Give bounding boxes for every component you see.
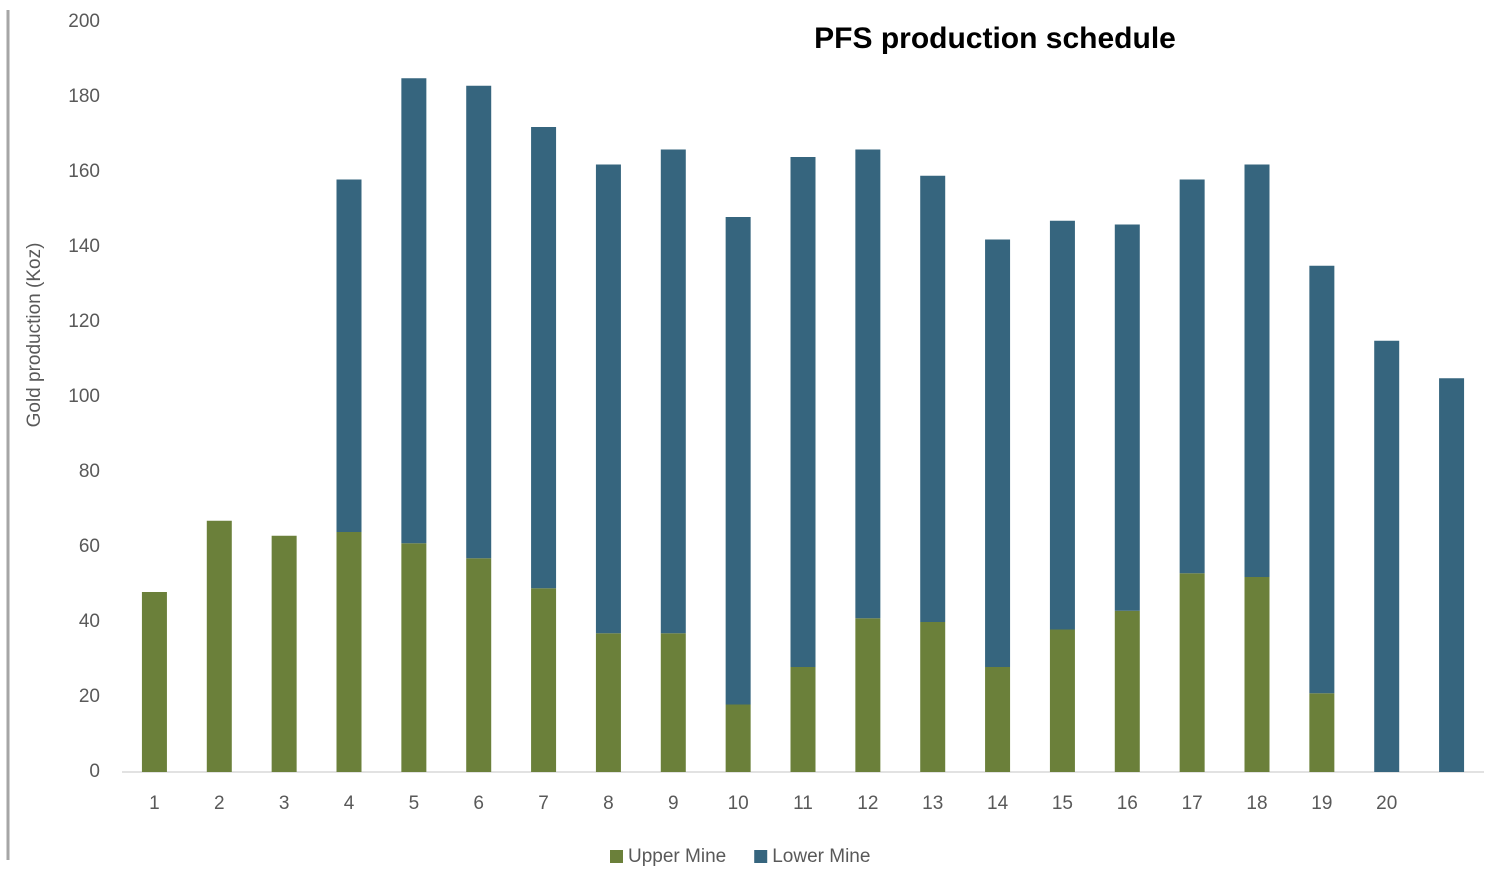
- x-tick-label: 5: [409, 793, 420, 814]
- bar-segment: [531, 588, 557, 772]
- x-tick-label: 17: [1182, 793, 1203, 814]
- bar-segment: [401, 543, 427, 772]
- bar-segment: [920, 622, 946, 772]
- bar-segment: [790, 157, 816, 667]
- bar-segment: [660, 633, 686, 772]
- bar-segment: [595, 164, 621, 634]
- bar-segment: [271, 535, 297, 772]
- bar-segment: [1309, 265, 1335, 694]
- bar-segment: [985, 667, 1011, 772]
- y-tick-label: 20: [79, 686, 100, 707]
- x-tick-label: 15: [1052, 793, 1073, 814]
- bar-segment: [725, 217, 751, 705]
- y-tick-label: 200: [68, 11, 100, 32]
- bar-segment: [1179, 179, 1205, 574]
- bar-segment: [1049, 629, 1075, 772]
- bar-segment: [1114, 224, 1140, 611]
- bar-segment: [141, 592, 167, 772]
- x-tick-label: 6: [473, 793, 484, 814]
- y-tick-label: 80: [79, 461, 100, 482]
- bar-segment: [1179, 573, 1205, 772]
- x-tick-label: 14: [987, 793, 1009, 814]
- bar-segment: [1049, 220, 1075, 630]
- x-tick-label: 11: [793, 793, 813, 814]
- bar-segment: [466, 85, 492, 559]
- bar-segment: [1374, 340, 1400, 772]
- bar-segment: [401, 78, 427, 544]
- bar-segment: [531, 127, 557, 589]
- bar-segment: [660, 149, 686, 634]
- x-tick-label: 4: [344, 793, 355, 814]
- bar-segment: [1309, 693, 1335, 772]
- legend-swatch: [610, 850, 623, 863]
- y-tick-label: 0: [89, 761, 100, 782]
- bar-segment: [855, 149, 881, 619]
- x-tick-label: 9: [668, 793, 679, 814]
- bar-segment: [336, 532, 362, 772]
- x-tick-label: 12: [857, 793, 878, 814]
- x-tick-label: 19: [1311, 793, 1332, 814]
- x-tick-label: 10: [728, 793, 749, 814]
- x-tick-label: 18: [1246, 793, 1267, 814]
- y-tick-label: 160: [68, 161, 100, 182]
- y-tick-label: 140: [68, 236, 100, 257]
- legend-label: Upper Mine: [628, 846, 726, 867]
- bar-segment: [1244, 577, 1270, 772]
- x-tick-label: 16: [1117, 793, 1138, 814]
- y-axis-label: Gold production (Koz): [24, 243, 45, 428]
- x-tick-label: 1: [149, 793, 160, 814]
- bar-segment: [790, 667, 816, 772]
- bar-segment: [1244, 164, 1270, 577]
- bar-segment: [855, 618, 881, 772]
- y-tick-label: 40: [79, 611, 100, 632]
- bar-segment: [985, 239, 1011, 667]
- bar-segment: [920, 175, 946, 622]
- legend-label: Lower Mine: [772, 846, 870, 867]
- y-tick-label: 60: [79, 536, 100, 557]
- y-tick-label: 180: [68, 86, 100, 107]
- x-tick-label: 2: [214, 793, 225, 814]
- x-tick-label: 20: [1376, 793, 1397, 814]
- bar-segment: [1114, 610, 1140, 772]
- y-tick-label: 100: [68, 386, 100, 407]
- x-tick-label: 13: [922, 793, 943, 814]
- x-tick-label: 7: [538, 793, 549, 814]
- x-tick-label: 3: [279, 793, 290, 814]
- chart-title: PFS production schedule: [814, 22, 1176, 55]
- x-tick-label: 8: [603, 793, 614, 814]
- legend-swatch: [754, 850, 768, 863]
- bar-segment: [595, 633, 621, 772]
- bar-segment: [1439, 378, 1465, 772]
- bar-segment: [725, 704, 751, 772]
- bar-segment: [336, 179, 362, 532]
- bar-segment: [466, 558, 492, 772]
- bar-segment: [206, 520, 232, 772]
- y-tick-label: 120: [68, 311, 100, 332]
